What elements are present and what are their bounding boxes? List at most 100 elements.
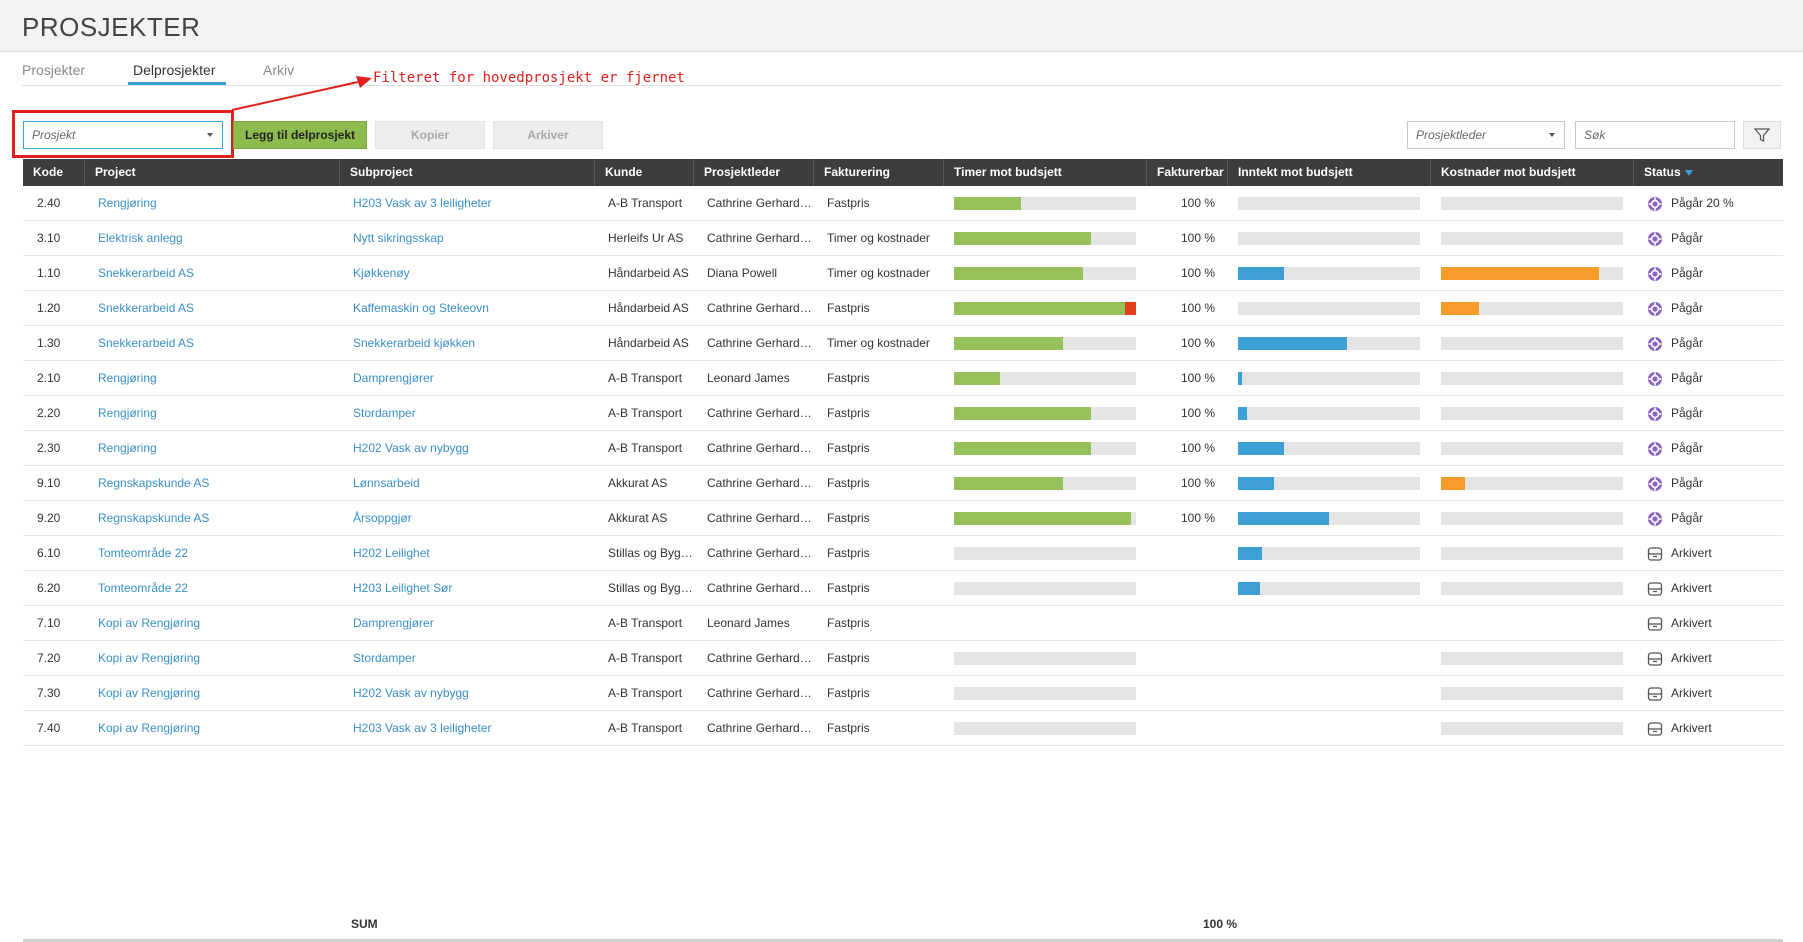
tab-arkiv[interactable]: Arkiv [263, 62, 295, 78]
cell-fakturerbar: 100 % [1180, 441, 1215, 455]
table-row[interactable]: 2.30 Rengjøring H202 Vask av nybygg A-B Tra… [23, 431, 1783, 466]
subproject-link[interactable]: H202 Leilighet [353, 546, 430, 560]
status-text: Pågår [1671, 406, 1704, 420]
project-link[interactable]: Kopi av Rengjøring [98, 616, 201, 630]
income-budget-bar [1238, 197, 1420, 210]
filter-button[interactable] [1743, 121, 1781, 149]
project-link[interactable]: Snekkerarbeid AS [98, 266, 195, 280]
table-row[interactable]: 1.30 Snekkerarbeid AS Snekkerarbeid kjøkke… [23, 326, 1783, 361]
subproject-link[interactable]: H203 Vask av 3 leiligheter [353, 196, 492, 210]
project-link[interactable]: Kopi av Rengjøring [98, 721, 201, 735]
table-row[interactable]: 2.40 Rengjøring H203 Vask av 3 leiligheter… [23, 186, 1783, 221]
col-fakturering[interactable]: Fakturering [813, 159, 943, 186]
table-row[interactable]: 2.20 Rengjøring Stordamper A-B Transport Cat… [23, 396, 1783, 431]
search-input[interactable]: Søk [1575, 121, 1735, 149]
cell-prosjektleder: Cathrine Gerhardsen [707, 721, 813, 735]
project-link[interactable]: Elektrisk anlegg [98, 231, 183, 245]
col-kunde[interactable]: Kunde [594, 159, 693, 186]
subproject-link[interactable]: Stordamper [353, 406, 416, 420]
col-prosjektleder[interactable]: Prosjektleder [693, 159, 813, 186]
table-row[interactable]: 1.20 Snekkerarbeid AS Kaffemaskin og Steke… [23, 291, 1783, 326]
project-link[interactable]: Kopi av Rengjøring [98, 651, 201, 665]
project-link[interactable]: Rengjøring [98, 371, 157, 385]
status-cell: Pågår [1633, 256, 1783, 291]
cell-fakturering: Timer og kostnader [827, 231, 930, 245]
col-inntekt-mot-budsjett[interactable]: Inntekt mot budsjett [1227, 159, 1430, 186]
project-link[interactable]: Tomteområde 22 [98, 546, 189, 560]
copy-button[interactable]: Kopier [375, 121, 485, 149]
archive-button[interactable]: Arkiver [493, 121, 603, 149]
project-leader-select[interactable]: Prosjektleder [1407, 121, 1565, 149]
table-row[interactable]: 9.10 Regnskapskunde AS Lønnsarbeid Akkurat … [23, 466, 1783, 501]
table-row[interactable]: 6.20 Tomteområde 22 H203 Leilighet Sør Stil… [23, 571, 1783, 606]
subproject-link[interactable]: Årsoppgjør [353, 511, 412, 525]
cell-prosjektleder: Cathrine Gerhardsen [707, 546, 813, 560]
cost-budget-bar [1441, 267, 1623, 280]
subproject-link[interactable]: Kaffemaskin og Stekeovn [353, 301, 489, 315]
col-kode[interactable]: Kode [33, 165, 63, 179]
in-progress-icon [1648, 407, 1662, 421]
table-row[interactable]: 6.10 Tomteområde 22 H202 Leilighet Stillas … [23, 536, 1783, 571]
cost-budget-bar-fill [1441, 267, 1600, 280]
tab-delprosjekter[interactable]: Delprosjekter [133, 62, 216, 78]
in-progress-icon [1648, 477, 1662, 491]
subproject-link[interactable]: H203 Leilighet Sør [353, 581, 453, 595]
tab-prosjekter[interactable]: Prosjekter [22, 62, 86, 78]
subproject-link[interactable]: H203 Vask av 3 leiligheter [353, 721, 492, 735]
table-row[interactable]: 2.10 Rengjøring Damprengjører A-B Transport… [23, 361, 1783, 396]
table-row[interactable]: 9.20 Regnskapskunde AS Årsoppgjør Akkurat A… [23, 501, 1783, 536]
cell-kunde: Akkurat AS [608, 511, 668, 525]
col-project[interactable]: Project [84, 159, 339, 186]
subproject-link[interactable]: Kjøkkenøy [353, 266, 410, 280]
project-link[interactable]: Snekkerarbeid AS [98, 336, 195, 350]
cell-prosjektleder: Leonard James [707, 616, 790, 630]
subproject-link[interactable]: Damprengjører [353, 616, 434, 630]
timer-budget-bar [954, 302, 1136, 315]
income-budget-bar-fill [1238, 477, 1275, 490]
cell-prosjektleder: Cathrine Gerhardsen [707, 476, 813, 490]
add-subproject-button[interactable]: Legg til delprosjekt [233, 121, 367, 149]
annotation-arrow [231, 76, 372, 111]
project-link[interactable]: Tomteområde 22 [98, 581, 189, 595]
cell-kode: 7.30 [37, 686, 61, 700]
col-fakturerbar[interactable]: Fakturerbar [1146, 159, 1227, 186]
subproject-link[interactable]: Snekkerarbeid kjøkken [353, 336, 476, 350]
table-row[interactable]: 7.30 Kopi av Rengjøring H202 Vask av nybyg… [23, 676, 1783, 711]
col-kostnader-mot-budsjett[interactable]: Kostnader mot budsjett [1430, 159, 1633, 186]
timer-budget-bar-fill [954, 302, 1126, 315]
subproject-link[interactable]: Lønnsarbeid [353, 476, 420, 490]
project-link[interactable]: Rengjøring [98, 196, 157, 210]
table-row[interactable]: 7.20 Kopi av Rengjøring Stordamper A-B Tran… [23, 641, 1783, 676]
project-link[interactable]: Rengjøring [98, 406, 157, 420]
cost-budget-bar [1441, 477, 1623, 490]
cell-fakturering: Fastpris [827, 651, 870, 665]
col-subproject[interactable]: Subproject [339, 159, 594, 186]
table-row[interactable]: 1.10 Snekkerarbeid AS Kjøkkenøy Håndarbeid … [23, 256, 1783, 291]
col-status[interactable]: Status [1633, 159, 1783, 186]
project-link[interactable]: Kopi av Rengjøring [98, 686, 201, 700]
project-link[interactable]: Regnskapskunde AS [98, 476, 210, 490]
timer-budget-bar-fill [954, 407, 1091, 420]
subproject-link[interactable]: Nytt sikringsskap [353, 231, 444, 245]
project-select[interactable]: Prosjekt [23, 121, 223, 149]
sum-row: SUM 100 % [23, 907, 1783, 942]
table-row[interactable]: 3.10 Elektrisk anlegg Nytt sikringsskap Her… [23, 221, 1783, 256]
project-link[interactable]: Rengjøring [98, 441, 157, 455]
cost-budget-bar [1441, 652, 1623, 665]
table-row[interactable]: 7.40 Kopi av Rengjøring H203 Vask av 3 lei… [23, 711, 1783, 746]
subproject-link[interactable]: H202 Vask av nybygg [353, 441, 469, 455]
subproject-link[interactable]: H202 Vask av nybygg [353, 686, 469, 700]
cell-kunde: A-B Transport [608, 196, 683, 210]
subproject-link[interactable]: Damprengjører [353, 371, 434, 385]
project-link[interactable]: Regnskapskunde AS [98, 511, 210, 525]
status-text: Pågår 20 % [1671, 196, 1734, 210]
cell-kode: 7.20 [37, 651, 61, 665]
income-budget-bar-fill [1238, 442, 1284, 455]
col-timer-mot-budsjett[interactable]: Timer mot budsjett [943, 159, 1146, 186]
subproject-link[interactable]: Stordamper [353, 651, 416, 665]
table-row[interactable]: 7.10 Kopi av Rengjøring Damprengjører A-B T… [23, 606, 1783, 641]
status-cell: Pågår [1633, 326, 1783, 361]
cell-kode: 1.10 [37, 266, 61, 280]
project-link[interactable]: Snekkerarbeid AS [98, 301, 195, 315]
timer-budget-bar-fill [954, 477, 1064, 490]
